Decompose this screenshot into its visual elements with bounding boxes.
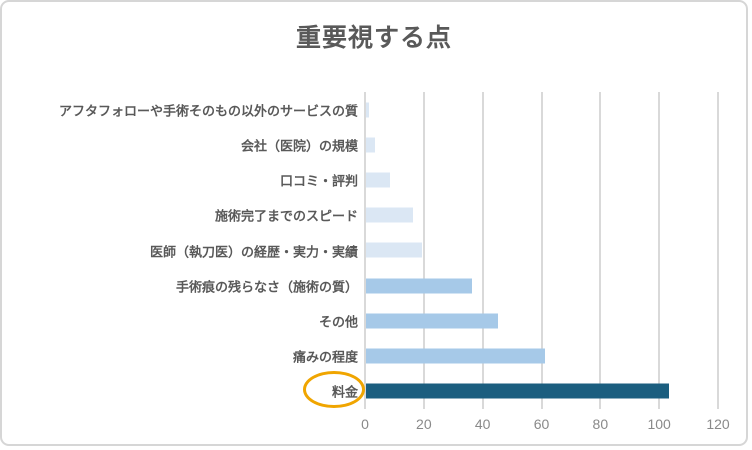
bar-会社（医院）の規模: [366, 137, 375, 153]
gridline: [540, 92, 543, 409]
bar-row: [365, 339, 718, 374]
category-label: 施術完了までのスピード: [214, 208, 358, 224]
bar-row: [365, 268, 718, 303]
bar-医師（執刀医）の経歴・実力・実績: [366, 242, 422, 258]
bar-施術完了までのスピード: [366, 207, 414, 223]
gridline: [481, 92, 484, 409]
bar-口コミ・評判: [366, 172, 390, 188]
plot-area: [364, 92, 719, 409]
category-label: 料金: [331, 384, 358, 400]
x-tick-label: 80: [592, 416, 609, 432]
gridline: [717, 92, 719, 409]
bar-row: [365, 127, 718, 162]
bar-row: [365, 233, 718, 268]
x-tick-label: 20: [416, 416, 432, 432]
x-tick-label: 40: [474, 416, 491, 432]
gridline: [599, 92, 602, 409]
x-tick-label: 100: [647, 416, 671, 432]
bar-row: [365, 162, 718, 197]
gridline: [364, 92, 366, 409]
gridline: [658, 92, 661, 409]
chart-title: 重要視する点: [295, 24, 452, 52]
x-tick-label: 120: [706, 416, 730, 432]
bar-row: [365, 198, 718, 233]
bar-row: [365, 92, 718, 127]
category-label: アフタフォローや手術そのもの以外のサービスの質: [58, 103, 358, 119]
x-tick-label: 60: [533, 416, 550, 432]
category-label: 口コミ・評判: [279, 173, 358, 189]
category-label: 痛みの程度: [292, 349, 358, 365]
bar-row: [365, 303, 718, 338]
bar-料金: [366, 383, 669, 399]
category-label: 会社（医院）の規模: [240, 138, 358, 154]
bar-アフタフォローや手術そのもの以外のサービスの質: [366, 102, 369, 118]
category-label: 医師（執刀医）の経歴・実力・実績: [149, 244, 358, 259]
x-tick-label: 0: [361, 416, 369, 432]
bar-row: [365, 374, 718, 409]
gridline: [422, 92, 425, 409]
category-label: その他: [318, 314, 358, 330]
bar-手術痕の残らなさ（施術の質）: [366, 278, 472, 294]
bar-その他: [366, 313, 499, 329]
bar-痛みの程度: [366, 348, 546, 364]
category-label: 手術痕の残らなさ（施術の質）: [175, 279, 358, 295]
